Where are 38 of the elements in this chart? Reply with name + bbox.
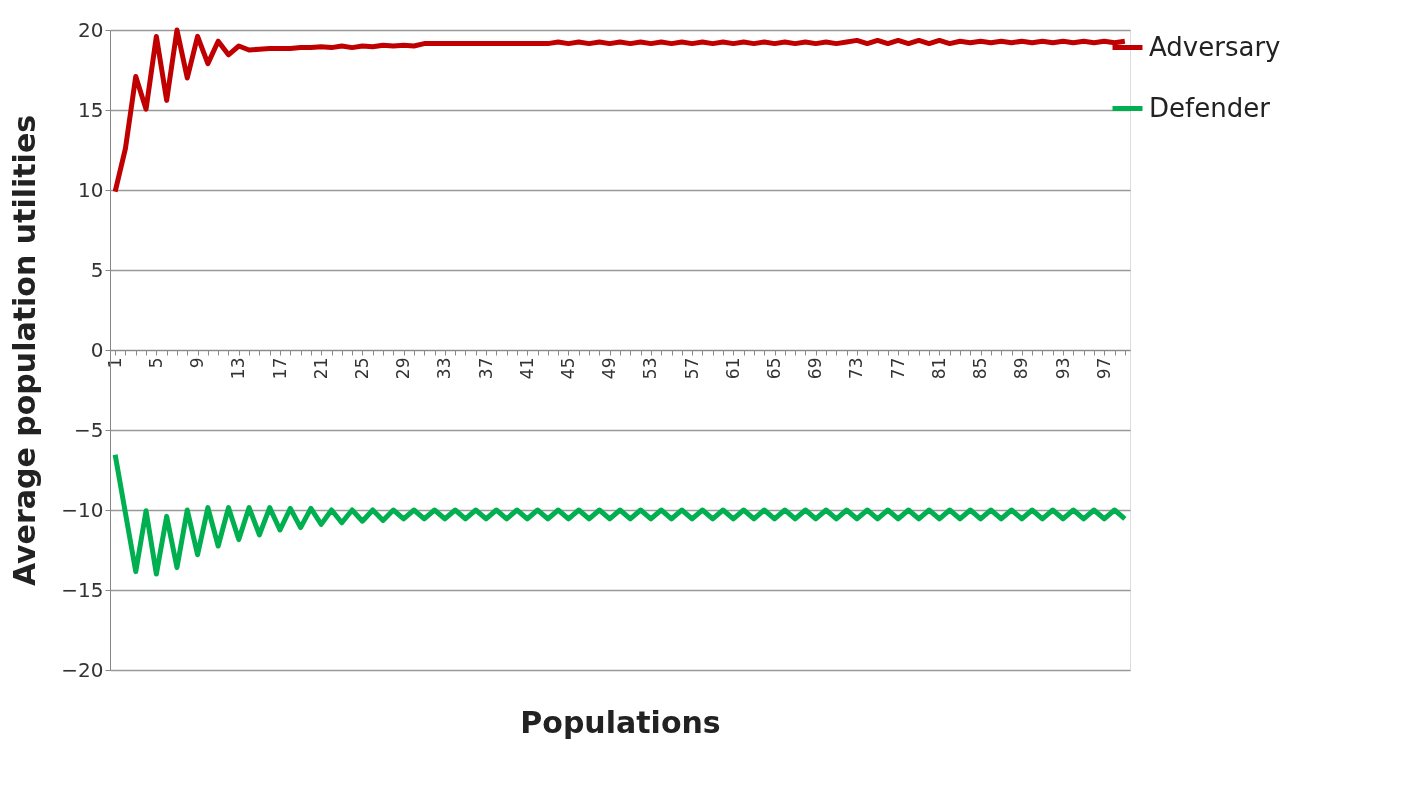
y-tick-label: −15	[61, 577, 104, 602]
x-tick-label: 1	[104, 357, 125, 369]
x-tick-label: 69	[805, 357, 826, 380]
x-tick-label: 81	[928, 357, 949, 380]
x-tick-label: 89	[1011, 357, 1032, 380]
x-tick-label: 65	[764, 357, 785, 380]
y-tick-label: 10	[78, 177, 104, 202]
x-tick-label: 25	[351, 357, 372, 380]
y-tick-label: −10	[61, 497, 104, 522]
legend-label: Defender	[1149, 92, 1271, 123]
x-tick-label: 57	[681, 357, 702, 380]
x-tick-label: 97	[1093, 357, 1114, 380]
x-tick-label: 29	[393, 357, 414, 380]
x-tick-label: 61	[722, 357, 743, 380]
x-tick-label: 93	[1052, 357, 1073, 380]
x-tick-label: 73	[846, 357, 867, 380]
y-tick-label: 5	[90, 257, 104, 282]
y-tick-label: −20	[61, 657, 104, 682]
y-tick-label: −5	[74, 417, 104, 442]
x-tick-label: 21	[310, 357, 331, 380]
x-tick-label: 77	[887, 357, 908, 380]
x-tick-label: 5	[145, 357, 166, 369]
x-tick-label: 45	[557, 357, 578, 380]
x-tick-label: 13	[228, 357, 249, 380]
x-tick-label: 17	[269, 357, 290, 380]
x-tick-label: 85	[970, 357, 991, 380]
y-tick-label: 20	[78, 17, 104, 42]
x-tick-label: 53	[640, 357, 661, 380]
x-axis-title: Populations	[520, 705, 721, 741]
x-tick-label: 9	[187, 357, 208, 369]
x-tick-label: 37	[475, 357, 496, 380]
y-tick-label: 0	[90, 337, 104, 362]
legend-label: Adversary	[1149, 31, 1281, 62]
x-tick-label: 33	[434, 357, 455, 380]
y-tick-label: 15	[78, 97, 104, 122]
y-axis-title: Average population utilities	[7, 114, 43, 587]
x-tick-label: 49	[599, 357, 620, 380]
x-tick-label: 41	[516, 357, 537, 380]
